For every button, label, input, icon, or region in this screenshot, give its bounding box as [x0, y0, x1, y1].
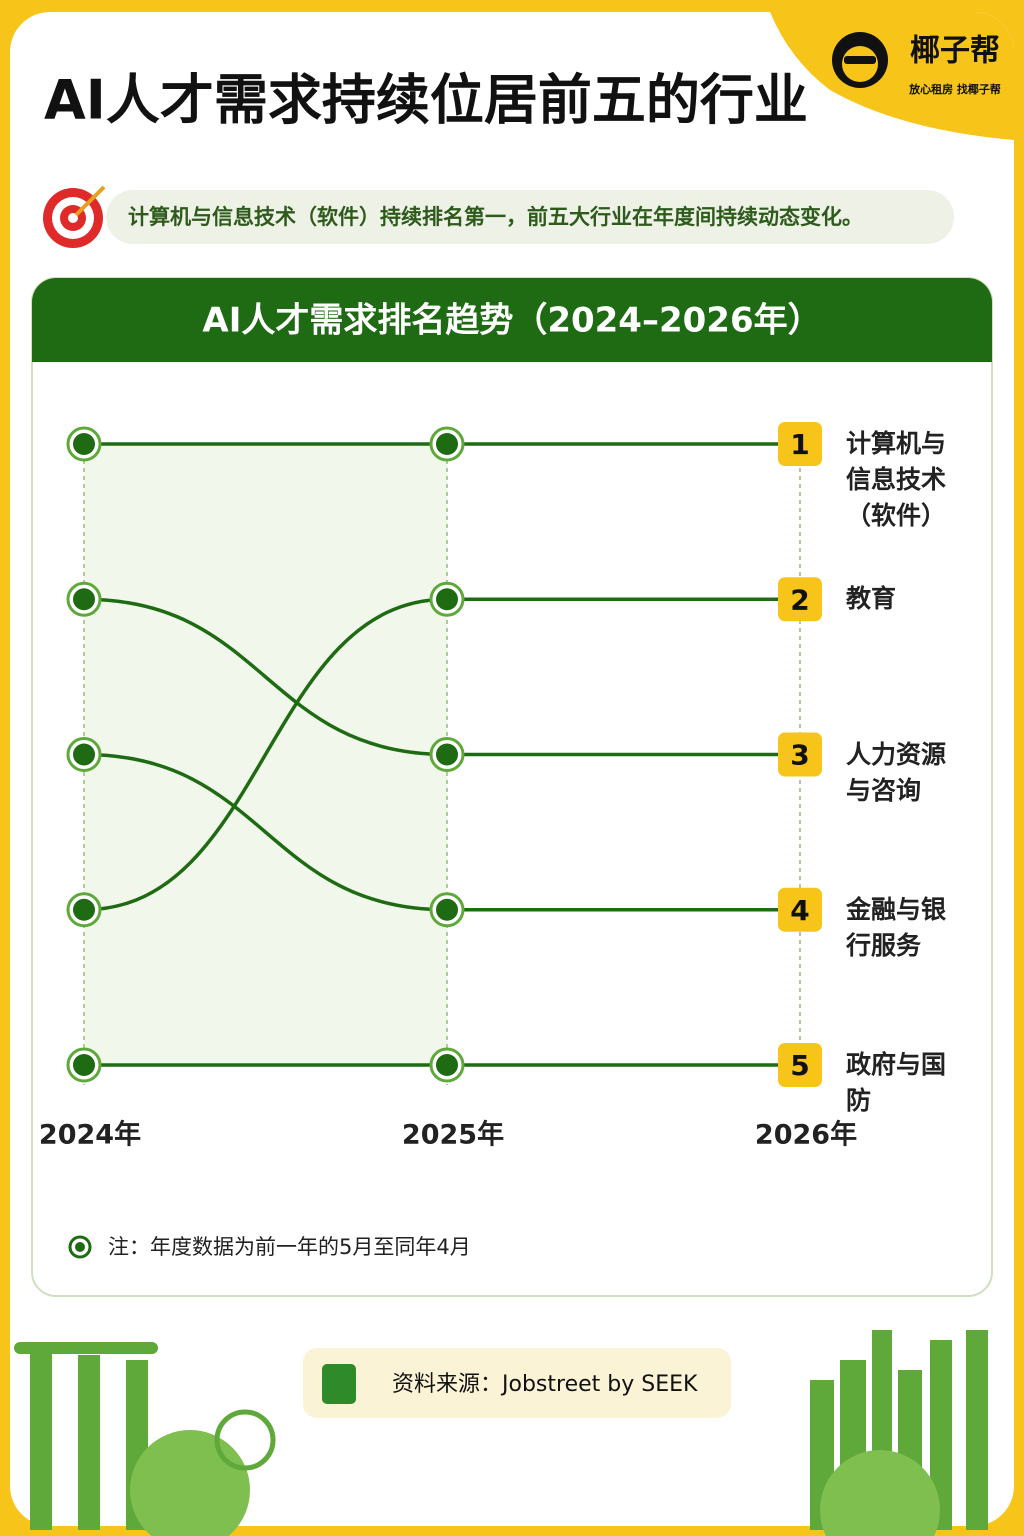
rank-dot: [73, 588, 95, 611]
logo-glasses: [844, 56, 876, 64]
rank-dot: [436, 433, 458, 455]
rank-badge: [778, 1043, 822, 1087]
skyline-right: [810, 1330, 988, 1536]
x-tick-label: 2025年: [402, 1119, 504, 1151]
source-bg: [303, 1348, 731, 1418]
rank-line: [83, 752, 800, 912]
rank-badge: [778, 732, 822, 777]
series-label: 教育: [846, 584, 897, 614]
rank-dot: [73, 743, 95, 766]
note-icon: [75, 1242, 85, 1252]
rank-badge: [778, 422, 822, 466]
chart-title: AI人才需求排名趋势（2024–2026年）: [202, 301, 821, 341]
rank-line: [83, 597, 800, 757]
rank-dot: [73, 898, 95, 921]
rank-label: 1: [790, 428, 809, 461]
doc-icon: [322, 1364, 356, 1404]
subtitle-bg: [106, 190, 954, 244]
series-label: 政府与国防: [846, 1050, 947, 1115]
rank-dot: [436, 1054, 458, 1076]
arrow: [74, 185, 106, 217]
x-tick-label: 2024年: [39, 1119, 141, 1151]
rank-badge: [778, 887, 822, 932]
panel-header: [32, 278, 992, 362]
rank-dot: [73, 433, 95, 455]
title: AI人才需求持续位居前五的行业: [44, 69, 808, 132]
brand: 椰子帮: [910, 34, 1000, 69]
series-label: 计算机与信息技术（软件）: [846, 429, 947, 530]
skyline-left: [14, 1342, 276, 1536]
note-icon: [68, 1235, 92, 1259]
rank-line: [83, 597, 801, 912]
target-center: [68, 213, 78, 223]
rank-label: 3: [790, 739, 809, 772]
rank-label: 4: [790, 894, 809, 927]
rank-dot: [73, 1054, 95, 1076]
rank-label: 5: [790, 1049, 809, 1082]
rank-dot: [436, 743, 458, 766]
source: 资料来源：Jobstreet by SEEK: [392, 1372, 698, 1397]
subtitle: 计算机与信息技术（软件）持续排名第一，前五大行业在年度间持续动态变化。: [128, 205, 863, 229]
rank-dot: [436, 898, 458, 921]
brand-corner: [770, 12, 1014, 140]
rank-dot: [436, 588, 458, 611]
x-tick-label: 2026年: [755, 1119, 857, 1151]
series-label: 人力资源与咨询: [846, 739, 947, 805]
slogan: 放心租房 找椰子帮: [908, 82, 1001, 96]
series-label: 金融与银行服务: [846, 894, 947, 960]
rank-label: 2: [790, 583, 809, 616]
rank-badge: [778, 577, 822, 622]
note: 注：年度数据为前一年的5月至同年4月: [108, 1235, 471, 1259]
